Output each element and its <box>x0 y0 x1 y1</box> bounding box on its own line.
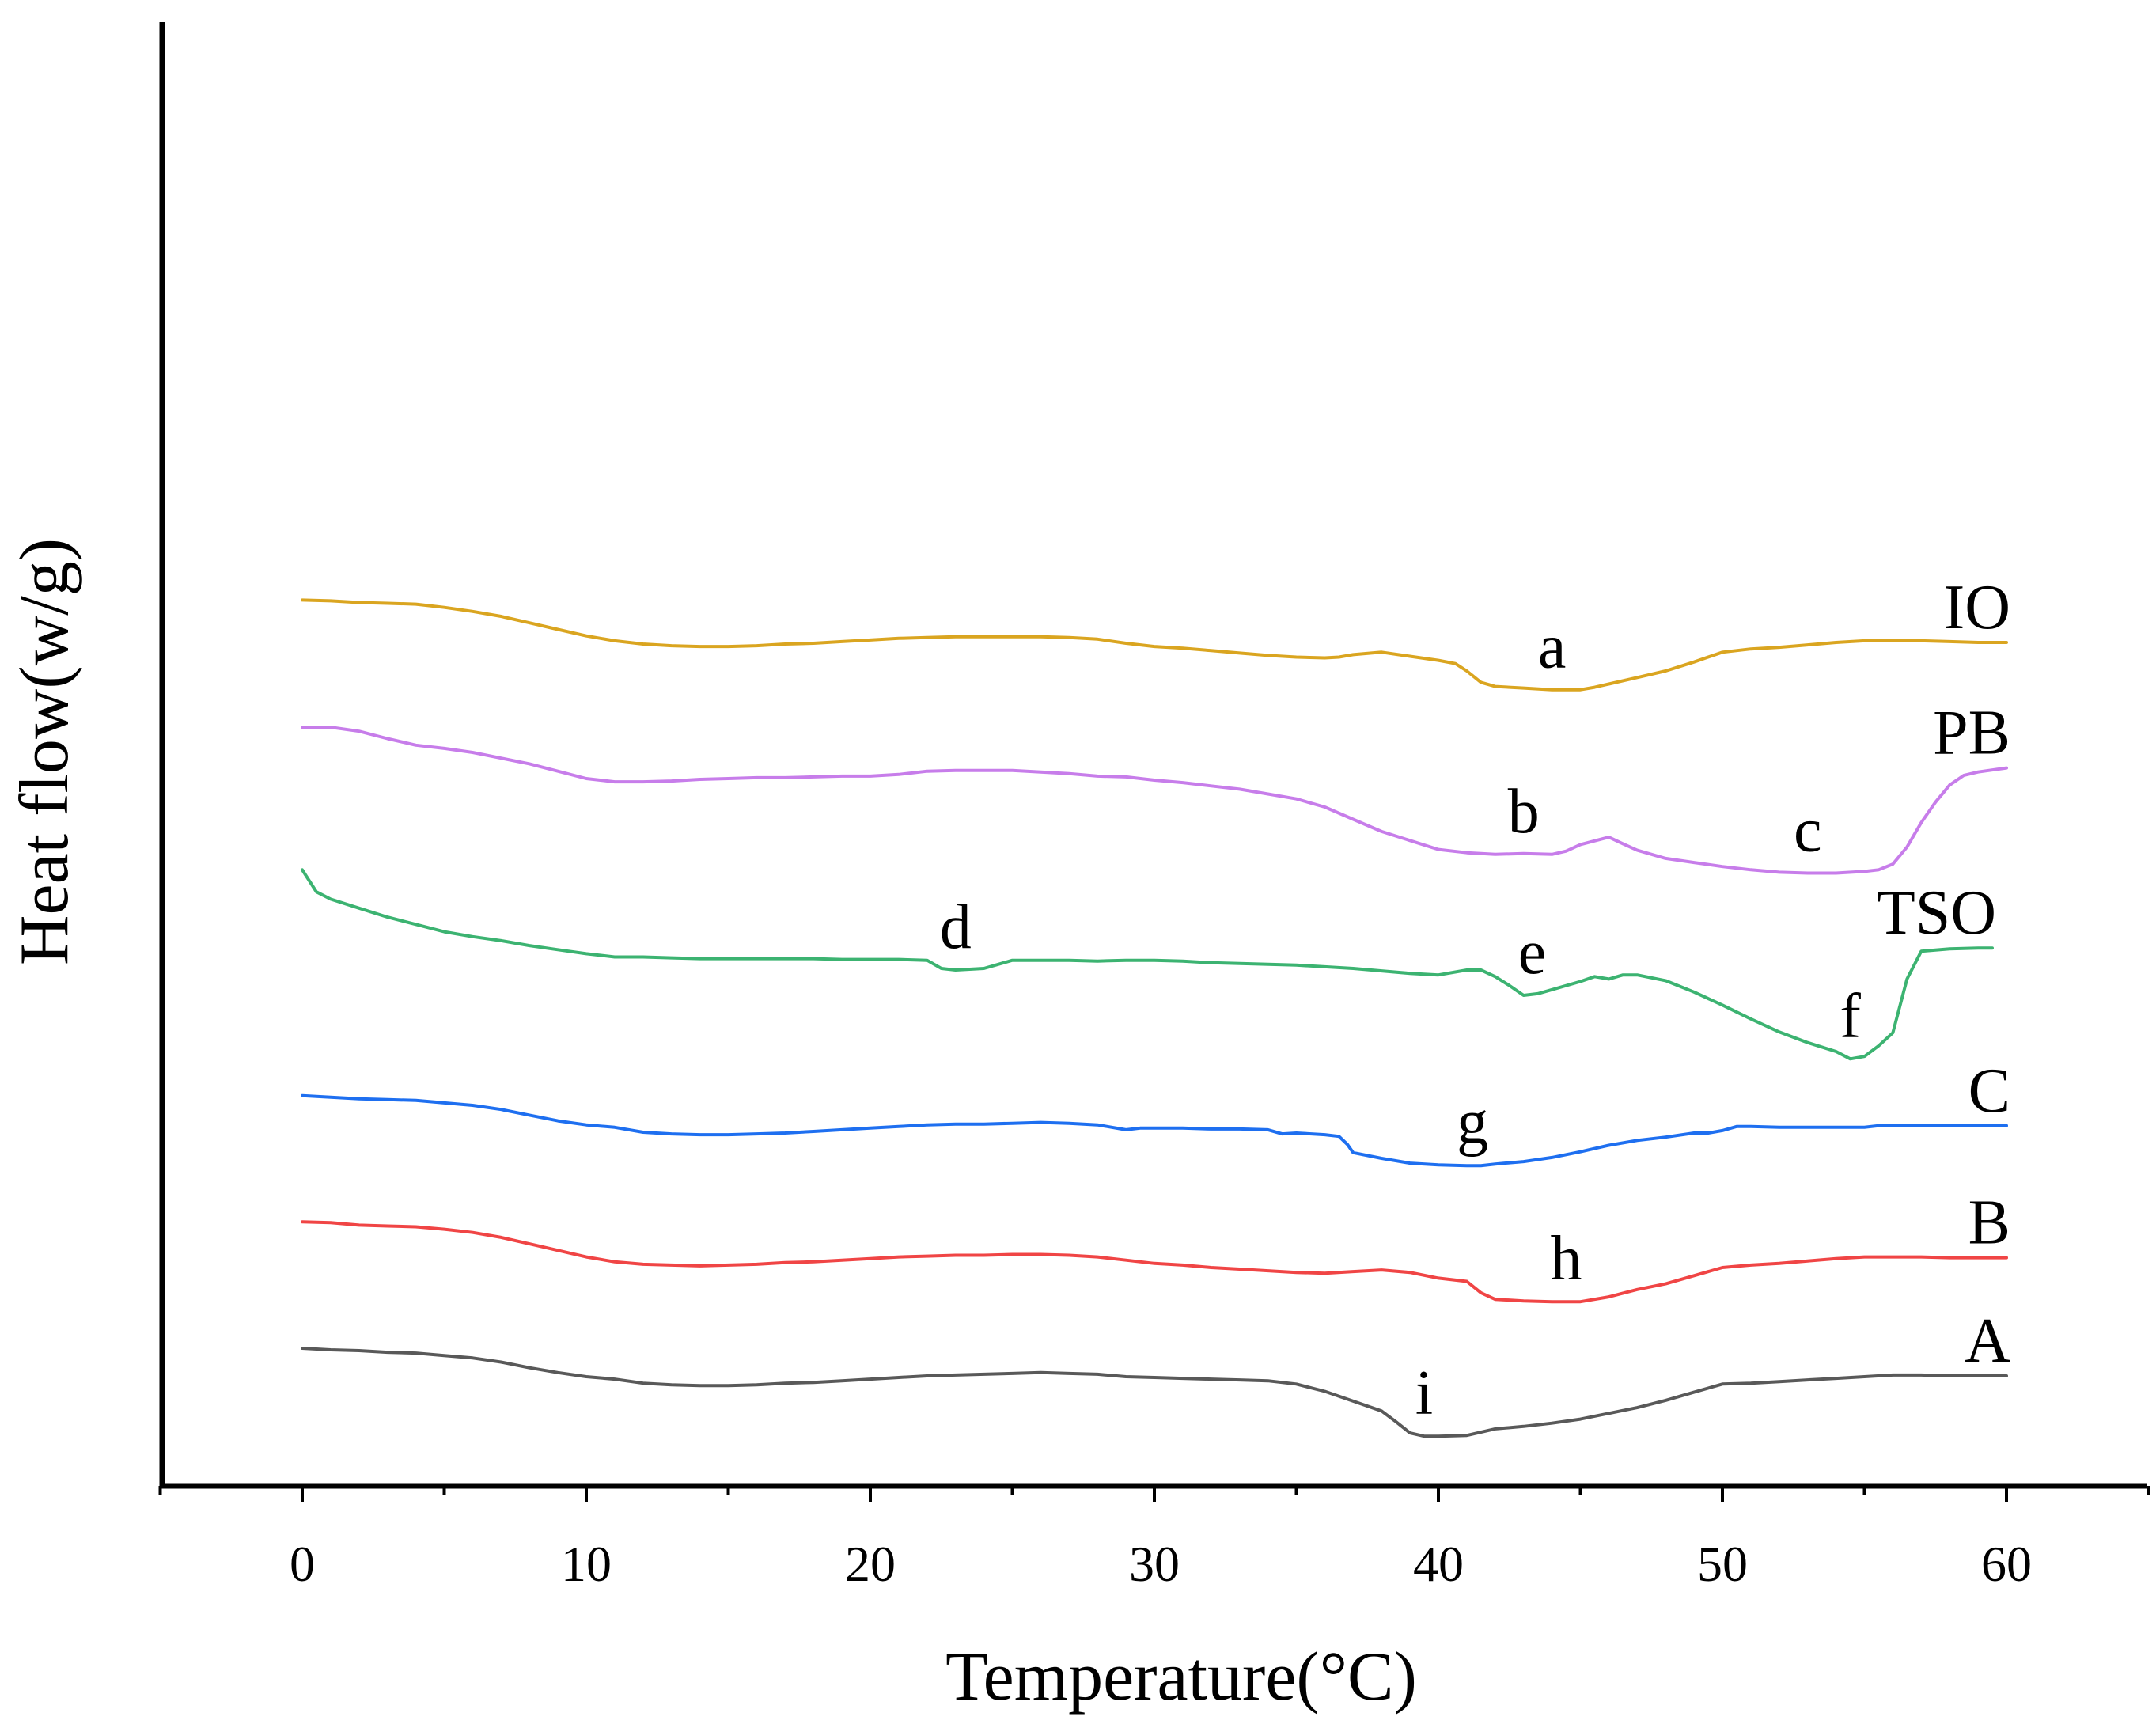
x-tick-label: 0 <box>290 1536 315 1592</box>
peak-label: d <box>940 892 972 962</box>
x-tick-labels: 0 10 20 30 40 50 60 <box>290 1536 2032 1592</box>
series-line-tso <box>301 868 1994 1061</box>
series-line-pb <box>301 726 2008 875</box>
curve-name-label: A <box>1965 1306 2010 1376</box>
y-axis-title: Heat flow(w/g) <box>6 538 83 965</box>
peak-label: i <box>1415 1359 1433 1428</box>
peak-label: f <box>1840 981 1861 1051</box>
curve-name-label: B <box>1968 1188 2010 1258</box>
x-tick-label: 50 <box>1697 1536 1748 1592</box>
curve-labels: IO PB TSO CBA <box>1877 573 2010 1376</box>
series-line-a <box>301 1347 2008 1438</box>
plot-area <box>301 598 2008 1438</box>
peak-label: b <box>1508 777 1540 847</box>
series-line-io <box>301 598 2008 692</box>
peak-label: h <box>1551 1224 1582 1294</box>
peak-label: e <box>1518 918 1547 987</box>
peak-label: a <box>1538 612 1567 682</box>
x-tick-label: 40 <box>1413 1536 1464 1592</box>
curve-name-label: TSO <box>1877 878 1996 948</box>
peak-label: g <box>1457 1088 1488 1158</box>
x-axis-title: Temperature(°C) <box>945 1639 1417 1715</box>
x-tick-label: 20 <box>845 1536 896 1592</box>
series-line-c <box>301 1093 2008 1168</box>
x-tick-label: 30 <box>1129 1536 1180 1592</box>
curve-name-label: C <box>1968 1056 2010 1126</box>
series-line-b <box>301 1220 2008 1304</box>
x-tick-label: 10 <box>561 1536 612 1592</box>
curve-name-label: IO <box>1944 573 2010 642</box>
axes <box>159 22 2147 1489</box>
peak-label: c <box>1794 795 1822 865</box>
x-ticks <box>158 1486 2150 1502</box>
peak-labels: a b c d e f gh i <box>940 612 1862 1428</box>
x-tick-label: 60 <box>1981 1536 2032 1592</box>
curve-name-label: PB <box>1933 699 2010 768</box>
